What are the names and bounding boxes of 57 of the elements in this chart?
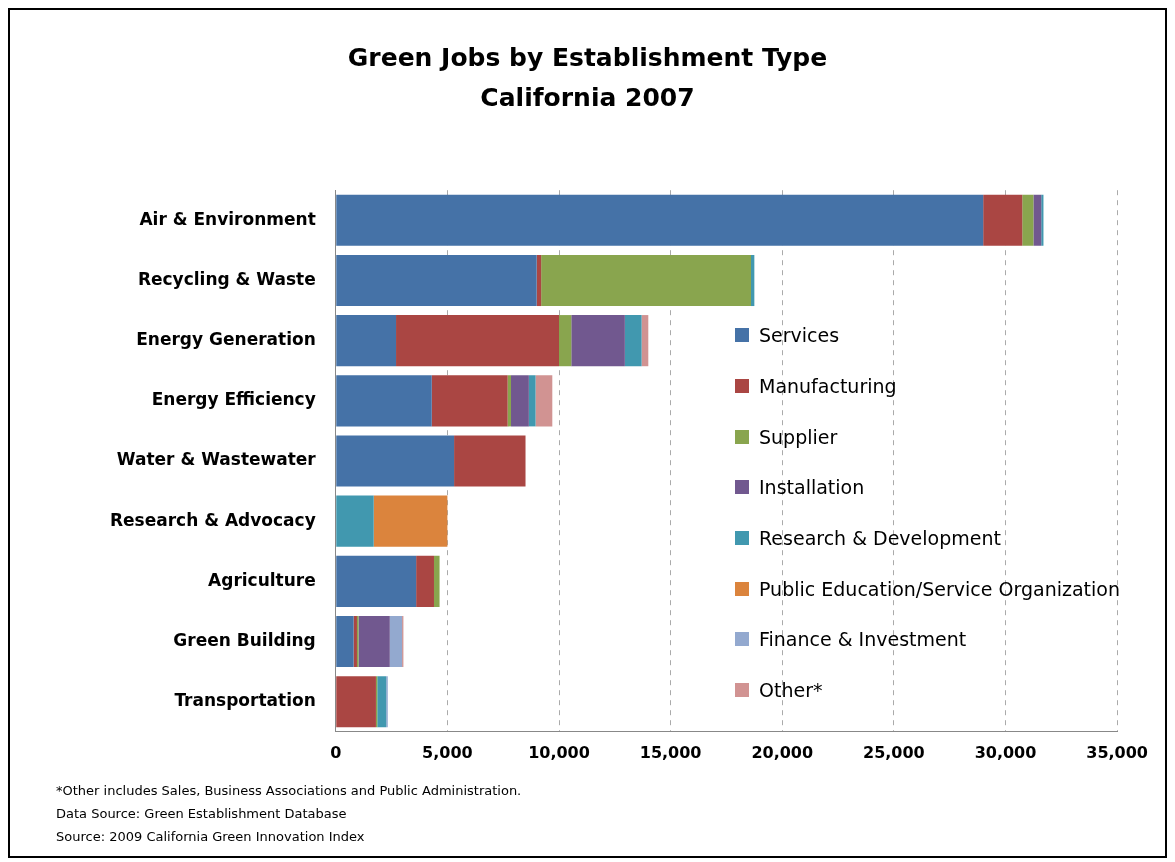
bar bbox=[511, 375, 529, 427]
legend-label: Manufacturing bbox=[759, 375, 897, 398]
text: *Other includes Sales, Business Associations and Public Administration. bbox=[56, 782, 523, 800]
y-tick-label: Water & Wastewater bbox=[116, 449, 317, 470]
bar bbox=[336, 194, 984, 246]
y-tick-label: Green Building bbox=[173, 629, 316, 650]
x-tick-label: 35,000 bbox=[1086, 742, 1148, 762]
y-tick-label: Energy Generation bbox=[136, 329, 316, 350]
x-tick-label: 10,000 bbox=[528, 742, 590, 762]
bar bbox=[431, 375, 508, 427]
y-tick-label: Transportation bbox=[174, 690, 316, 711]
bar bbox=[983, 194, 1023, 246]
bar bbox=[377, 676, 387, 728]
bar bbox=[336, 315, 397, 367]
x-tick-label: 30,000 bbox=[974, 742, 1037, 762]
bar bbox=[1033, 194, 1042, 246]
bar bbox=[541, 254, 751, 307]
bar bbox=[624, 315, 642, 367]
x-tick-label: 5,000 bbox=[422, 742, 473, 762]
bar bbox=[528, 375, 536, 427]
legend-label: Finance & Investment bbox=[759, 628, 967, 651]
bar bbox=[336, 676, 376, 728]
bar bbox=[454, 435, 526, 487]
legend-label: Services bbox=[759, 324, 840, 347]
source-note: Source: 2009 California Green Innovation Index bbox=[56, 828, 366, 846]
y-tick-label: Energy Efficiency bbox=[151, 389, 316, 410]
x-tick-label: 15,000 bbox=[639, 742, 702, 762]
bar bbox=[433, 555, 440, 607]
legend-label: Supplier bbox=[759, 425, 838, 448]
bar bbox=[535, 375, 553, 427]
y-tick-label: Recycling & Waste bbox=[137, 268, 316, 289]
bar bbox=[336, 495, 374, 547]
x-tick-label: 0 bbox=[330, 742, 342, 762]
bar bbox=[336, 375, 432, 427]
bar bbox=[396, 315, 560, 367]
legend-label: Research & Development bbox=[759, 527, 1001, 550]
source-note: Data Source: Green Establishment Database bbox=[56, 805, 348, 823]
x-tick-label: 20,000 bbox=[751, 742, 814, 762]
bar bbox=[559, 315, 572, 367]
bar bbox=[373, 495, 448, 547]
bar bbox=[336, 555, 417, 607]
y-tick-label: Air & Environment bbox=[139, 208, 316, 229]
bar bbox=[1022, 194, 1034, 246]
bar bbox=[336, 254, 537, 307]
y-tick-label: Agriculture bbox=[208, 569, 316, 590]
x-tick-label: 25,000 bbox=[863, 742, 925, 762]
bar bbox=[358, 615, 390, 668]
bar bbox=[571, 315, 625, 367]
legend-label: Installation bbox=[759, 476, 865, 499]
bar bbox=[336, 615, 354, 668]
legend-label: Other* bbox=[759, 679, 823, 702]
chart-title: Green Jobs by Establishment Type California 2007 bbox=[346, 42, 829, 114]
bar bbox=[336, 435, 455, 487]
legend-label: Public Education/Service Organization bbox=[759, 577, 1120, 600]
bar bbox=[389, 615, 403, 668]
bar bbox=[416, 555, 434, 607]
y-tick-label: Research & Advocacy bbox=[109, 509, 316, 530]
